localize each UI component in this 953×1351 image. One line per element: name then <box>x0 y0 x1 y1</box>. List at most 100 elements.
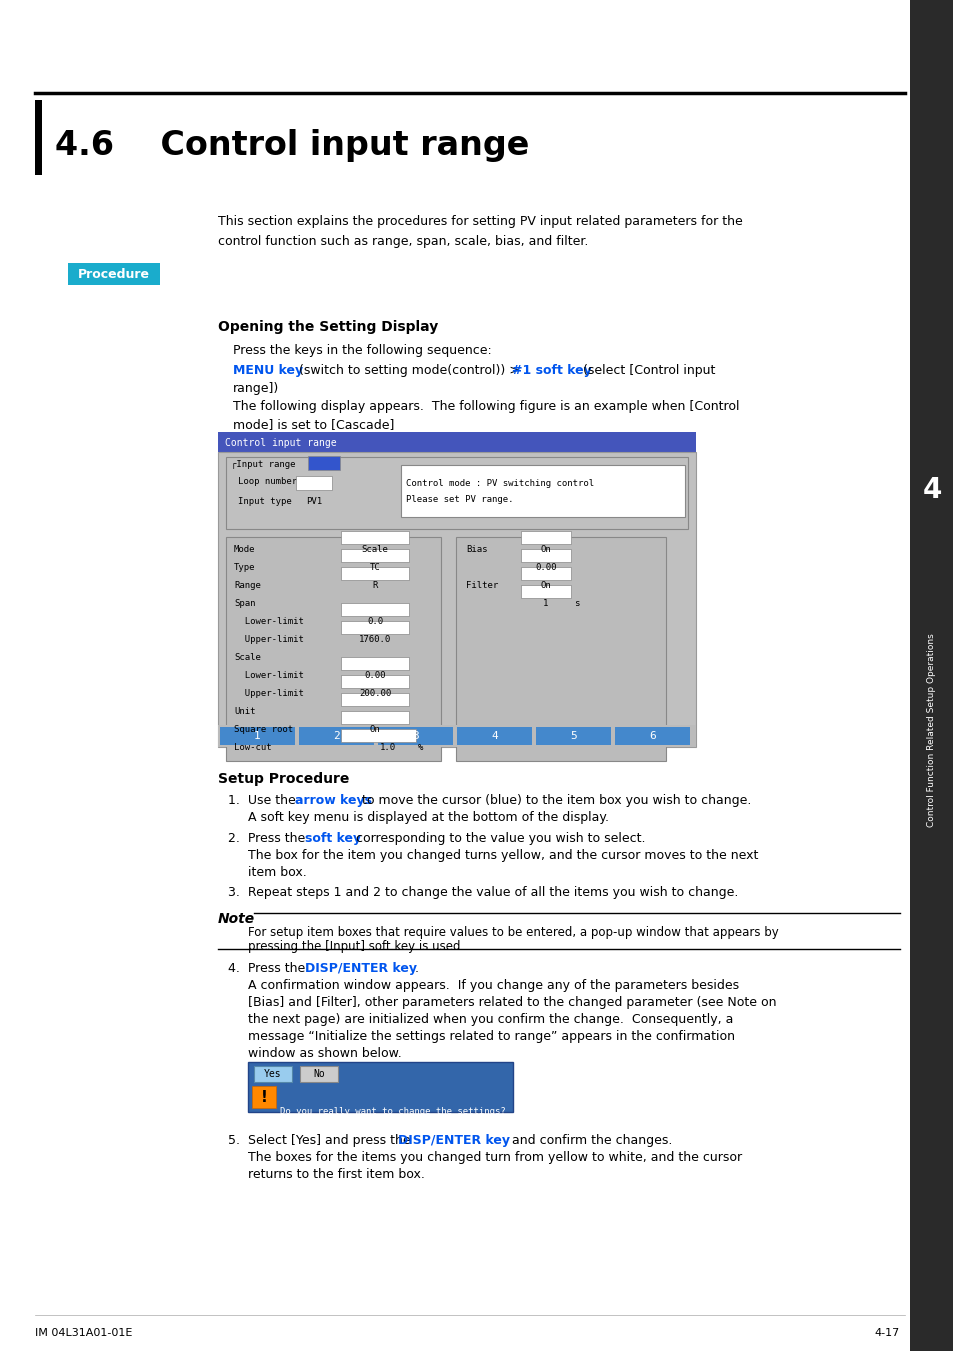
Bar <box>220 727 294 744</box>
Text: Loop number: Loop number <box>237 477 296 486</box>
Text: (switch to setting mode(control)) >: (switch to setting mode(control)) > <box>294 363 523 377</box>
Text: Input type: Input type <box>237 497 292 507</box>
Text: R: R <box>372 581 377 590</box>
Text: 1: 1 <box>321 477 326 486</box>
Text: A soft key menu is displayed at the bottom of the display.: A soft key menu is displayed at the bott… <box>248 811 608 824</box>
Text: Opening the Setting Display: Opening the Setting Display <box>218 320 437 334</box>
Text: PV1: PV1 <box>306 497 322 507</box>
Text: 1: 1 <box>543 600 548 608</box>
Text: ┌Input range: ┌Input range <box>231 459 295 469</box>
Text: DISP/ENTER key: DISP/ENTER key <box>397 1133 510 1147</box>
Bar <box>400 465 684 517</box>
Text: Unit: Unit <box>233 707 255 716</box>
Text: 4: 4 <box>491 731 497 740</box>
Text: Square root: Square root <box>233 725 293 734</box>
Text: 1760.0: 1760.0 <box>358 635 391 644</box>
Text: (select [Control input: (select [Control input <box>578 363 715 377</box>
Text: #1 soft key: #1 soft key <box>512 363 591 377</box>
Bar <box>226 457 687 530</box>
Text: DISP/ENTER key: DISP/ENTER key <box>305 962 416 975</box>
Text: pressing the [Input] soft key is used.: pressing the [Input] soft key is used. <box>248 940 464 952</box>
Text: 4.  Press the: 4. Press the <box>228 962 309 975</box>
Bar <box>520 549 571 562</box>
Bar <box>536 727 610 744</box>
Text: 1.  Use the: 1. Use the <box>228 794 299 807</box>
Text: Control input range: Control input range <box>225 438 336 449</box>
Bar <box>218 453 696 747</box>
Text: 1: 1 <box>253 731 260 740</box>
Text: A confirmation window appears.  If you change any of the parameters besides: A confirmation window appears. If you ch… <box>248 979 739 992</box>
Bar <box>340 621 409 634</box>
Text: 2.  Press the: 2. Press the <box>228 832 309 844</box>
Text: Range: Range <box>233 581 260 590</box>
Bar <box>299 1066 337 1082</box>
Text: Scale: Scale <box>233 653 260 662</box>
Text: 0.0: 0.0 <box>367 617 383 627</box>
Bar <box>340 730 416 742</box>
Text: Setup Procedure: Setup Procedure <box>218 771 349 786</box>
Bar <box>520 567 571 580</box>
Bar <box>226 536 440 761</box>
Bar <box>340 711 409 724</box>
Text: 4: 4 <box>922 476 941 504</box>
Text: Scale: Scale <box>361 546 388 554</box>
Text: 2: 2 <box>333 731 339 740</box>
Text: Span: Span <box>233 598 255 608</box>
Bar <box>520 531 571 544</box>
Text: No: No <box>313 1069 325 1079</box>
Text: The boxes for the items you changed turn from yellow to white, and the cursor: The boxes for the items you changed turn… <box>248 1151 741 1165</box>
Text: MENU key: MENU key <box>233 363 303 377</box>
Bar <box>253 1066 292 1082</box>
Text: !: ! <box>260 1089 267 1105</box>
Text: Filter: Filter <box>465 581 497 590</box>
Text: returns to the first item box.: returns to the first item box. <box>248 1169 424 1181</box>
Text: Procedure: Procedure <box>78 267 150 281</box>
Text: Mode: Mode <box>233 544 255 554</box>
Text: This section explains the procedures for setting PV input related parameters for: This section explains the procedures for… <box>218 215 742 228</box>
Text: The box for the item you changed turns yellow, and the cursor moves to the next: The box for the item you changed turns y… <box>248 848 758 862</box>
Text: Control Function Related Setup Operations: Control Function Related Setup Operation… <box>926 634 936 827</box>
Bar <box>35 100 42 176</box>
Text: Yes: Yes <box>264 1069 281 1079</box>
Text: Upper-limit: Upper-limit <box>233 635 304 644</box>
Text: control function such as range, span, scale, bias, and filter.: control function such as range, span, sc… <box>218 235 588 249</box>
Text: 200.00: 200.00 <box>358 689 391 698</box>
Text: For setup item boxes that require values to be entered, a pop-up window that app: For setup item boxes that require values… <box>248 925 778 939</box>
Text: arrow keys: arrow keys <box>294 794 372 807</box>
Text: 0.00: 0.00 <box>535 563 557 573</box>
Text: 5.  Select [Yes] and press the: 5. Select [Yes] and press the <box>228 1133 415 1147</box>
Text: message “Initialize the settings related to range” appears in the confirmation: message “Initialize the settings related… <box>248 1029 734 1043</box>
Text: Type: Type <box>233 563 255 571</box>
Bar <box>68 263 160 285</box>
Text: On: On <box>369 725 380 735</box>
Text: IM 04L31A01-01E: IM 04L31A01-01E <box>35 1328 132 1337</box>
Text: Upper-limit: Upper-limit <box>233 689 304 698</box>
Text: The following display appears.  The following figure is an example when [Control: The following display appears. The follo… <box>233 400 739 413</box>
Text: 1.0: 1.0 <box>379 743 395 753</box>
Text: 3.  Repeat steps 1 and 2 to change the value of all the items you wish to change: 3. Repeat steps 1 and 2 to change the va… <box>228 886 738 898</box>
Text: soft key: soft key <box>305 832 361 844</box>
Text: %: % <box>417 743 423 753</box>
Bar <box>218 432 696 453</box>
Bar <box>340 676 409 688</box>
Text: Press the keys in the following sequence:: Press the keys in the following sequence… <box>233 345 491 357</box>
Bar <box>909 0 953 1351</box>
Bar <box>295 476 332 490</box>
Text: 5: 5 <box>570 731 577 740</box>
Text: s: s <box>574 600 578 608</box>
Text: item box.: item box. <box>248 866 307 880</box>
Text: TC: TC <box>369 563 380 573</box>
Text: mode] is set to [Cascade]: mode] is set to [Cascade] <box>233 417 394 431</box>
Text: 0.00: 0.00 <box>364 671 385 681</box>
Bar <box>340 567 409 580</box>
Text: range]): range]) <box>233 382 279 394</box>
Text: Bias: Bias <box>465 544 487 554</box>
Bar <box>218 725 696 747</box>
Text: On: On <box>540 546 551 554</box>
Bar <box>340 657 409 670</box>
Text: Low-cut: Low-cut <box>233 743 272 753</box>
Bar <box>615 727 689 744</box>
Bar <box>252 1086 275 1108</box>
Text: the next page) are initialized when you confirm the change.  Consequently, a: the next page) are initialized when you … <box>248 1013 733 1025</box>
Text: and confirm the changes.: and confirm the changes. <box>507 1133 672 1147</box>
